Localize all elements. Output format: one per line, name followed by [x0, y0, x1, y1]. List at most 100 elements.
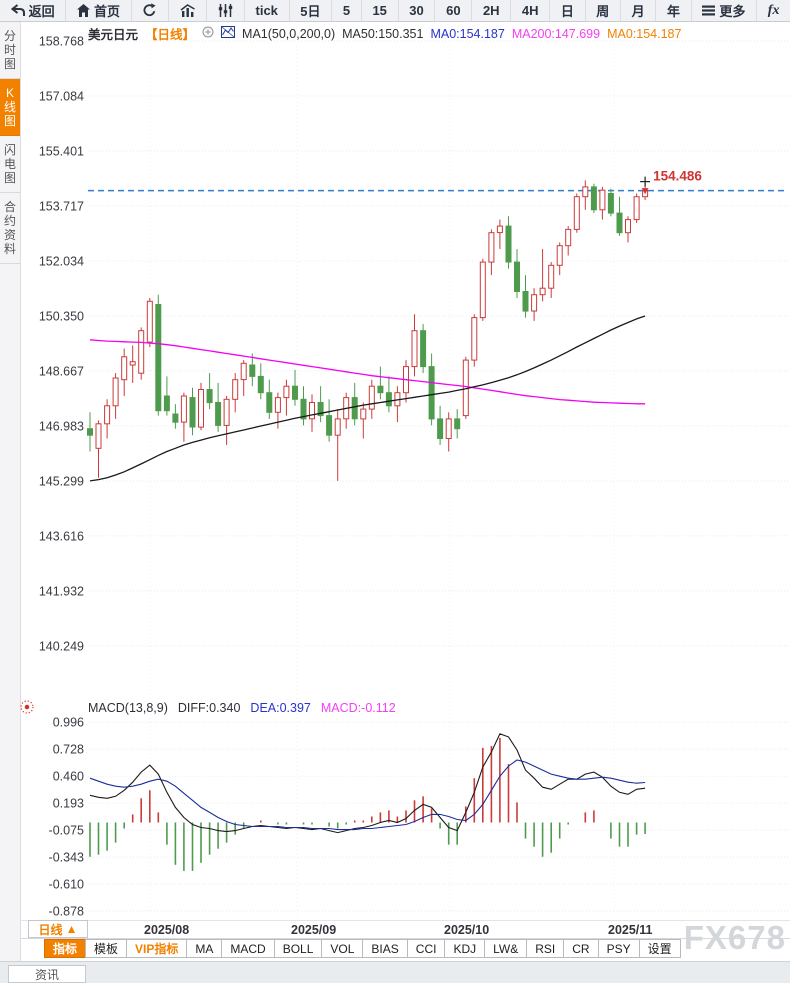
tab-indicator[interactable]: 指标: [44, 939, 87, 958]
symbol-title: 美元日元: [88, 28, 139, 42]
price-annotation: 154.486: [640, 169, 702, 195]
status-bar: 资讯: [0, 961, 790, 983]
tab-kdj[interactable]: KDJ: [444, 939, 486, 958]
top-toolbar: 返回 首页 tick 5日 5 15 30 60 2H 4H 日 周 月 年 更多 fx: [0, 0, 790, 22]
macd-header: MACD(13,8,9) DIFF:0.340 DEA:0.397 MACD:-…: [88, 701, 396, 715]
period-30m-button-label: 30: [409, 3, 424, 18]
more-button[interactable]: 更多: [692, 0, 758, 21]
svg-text:-0.878: -0.878: [49, 905, 84, 919]
svg-text:155.401: 155.401: [39, 145, 84, 159]
home-button[interactable]: 首页: [66, 0, 132, 21]
sun-icon: [20, 700, 34, 714]
svg-text:143.616: 143.616: [39, 529, 84, 543]
formula-button-label: fx: [767, 2, 780, 18]
back-button[interactable]: 返回: [0, 0, 67, 21]
chart-header: 美元日元 【日线】 MA1(50,0,200,0) MA50:150.351 M…: [88, 24, 681, 43]
svg-text:146.983: 146.983: [39, 419, 84, 433]
tab-vip-indicator[interactable]: VIP指标: [126, 939, 188, 958]
ma50-line: [89, 315, 646, 482]
macd-diff-value: DIFF:0.340: [177, 701, 241, 715]
svg-text:154.486: 154.486: [653, 169, 702, 184]
candle-view-button[interactable]: [207, 0, 245, 21]
chart-style-icon[interactable]: [221, 26, 236, 41]
period-2h-button-label: 2H: [482, 3, 500, 18]
macd-axis-labels: 0.996 0.728 0.460 0.193 -0.075 -0.343 -0.610 -0…: [49, 716, 788, 919]
macd-title: MACD(13,8,9): [88, 701, 168, 715]
svg-text:153.717: 153.717: [39, 200, 84, 214]
period-week-button-label: 周: [596, 4, 610, 19]
period-selector-button[interactable]: 日线 ▲: [28, 920, 88, 938]
tab-boll[interactable]: BOLL: [273, 939, 323, 958]
svg-text:158.768: 158.768: [39, 35, 84, 49]
indicator-toolbar: 指标 模板 VIP指标 MA MACD BOLL VOL BIAS CCI KDJ LW& RSI CR…: [44, 939, 681, 958]
period-30m-button[interactable]: 30: [399, 0, 436, 21]
tab-cr[interactable]: CR: [563, 939, 599, 958]
svg-text:140.249: 140.249: [39, 639, 84, 653]
svg-text:0.193: 0.193: [53, 797, 84, 811]
period-month-button[interactable]: 月: [621, 0, 657, 21]
period-tag: 【日线】: [145, 28, 196, 42]
refresh-button[interactable]: [132, 0, 170, 21]
candles: [87, 180, 649, 481]
period-selector-label: 日线: [38, 922, 63, 937]
sidebar-item-lightning[interactable]: 闪电图: [0, 136, 20, 193]
back-button-label: 返回: [28, 4, 55, 19]
formula-button[interactable]: fx: [757, 0, 790, 21]
tab-lwr[interactable]: LW&: [484, 939, 528, 958]
period-year-button[interactable]: 年: [656, 0, 692, 21]
period-4h-button[interactable]: 4H: [511, 0, 551, 21]
svg-text:-0.343: -0.343: [49, 851, 84, 865]
indicator-settings-icon[interactable]: [19, 699, 35, 720]
period-week-button[interactable]: 周: [586, 0, 621, 21]
svg-text:2025/10: 2025/10: [444, 923, 489, 937]
more-button-label: 更多: [719, 4, 746, 19]
tab-psy[interactable]: PSY: [597, 939, 640, 958]
period-day-button-label: 日: [560, 4, 574, 19]
bar-chart-view-button[interactable]: [169, 0, 208, 21]
svg-text:2025/11: 2025/11: [608, 923, 653, 937]
menu-icon: [702, 5, 716, 16]
home-icon: [77, 4, 91, 17]
ma200-value: MA200:147.699: [511, 26, 601, 41]
add-indicator-icon[interactable]: [202, 26, 214, 41]
period-15m-button[interactable]: 15: [362, 0, 399, 21]
svg-text:2025/09: 2025/09: [291, 923, 336, 937]
period-5m-button[interactable]: 5: [332, 0, 362, 21]
macd-diff-line: [89, 733, 646, 834]
tab-ma[interactable]: MA: [186, 939, 223, 958]
period-5d-button-label: 5日: [300, 4, 321, 19]
tab-settings[interactable]: 设置: [638, 939, 681, 958]
ma200-line: [89, 339, 646, 405]
svg-text:-0.075: -0.075: [49, 824, 84, 838]
period-year-button-label: 年: [667, 4, 681, 19]
tab-rsi[interactable]: RSI: [526, 939, 565, 958]
svg-text:2025/08: 2025/08: [144, 923, 189, 937]
svg-text:152.034: 152.034: [39, 255, 84, 269]
tab-vol[interactable]: VOL: [321, 939, 364, 958]
refresh-icon: [143, 3, 157, 17]
period-2h-button[interactable]: 2H: [472, 0, 512, 21]
tab-news[interactable]: 资讯: [8, 965, 86, 983]
circle-plus-icon: [202, 26, 214, 38]
period-5m-button-label: 5: [342, 3, 351, 18]
macd-hist-value: MACD:-0.112: [320, 701, 396, 715]
tab-cci[interactable]: CCI: [406, 939, 446, 958]
period-day-button[interactable]: 日: [550, 0, 586, 21]
candle-sliders-icon: [218, 4, 233, 17]
period-5d-button[interactable]: 5日: [290, 0, 333, 21]
svg-text:-0.610: -0.610: [49, 878, 84, 892]
tab-template[interactable]: 模板: [85, 939, 128, 958]
sidebar-item-timeline[interactable]: 分时图: [0, 22, 20, 79]
tick-period-button[interactable]: tick: [245, 0, 290, 21]
tab-bias[interactable]: BIAS: [362, 939, 408, 958]
svg-text:148.667: 148.667: [39, 364, 84, 378]
sidebar-item-contract-info[interactable]: 合约资料: [0, 193, 20, 264]
tick-period-button-label: tick: [255, 3, 278, 18]
svg-text:145.299: 145.299: [39, 475, 84, 489]
ma0-orange-value: MA0:154.187: [607, 26, 682, 41]
tab-macd[interactable]: MACD: [221, 939, 275, 958]
period-60m-button[interactable]: 60: [435, 0, 473, 21]
